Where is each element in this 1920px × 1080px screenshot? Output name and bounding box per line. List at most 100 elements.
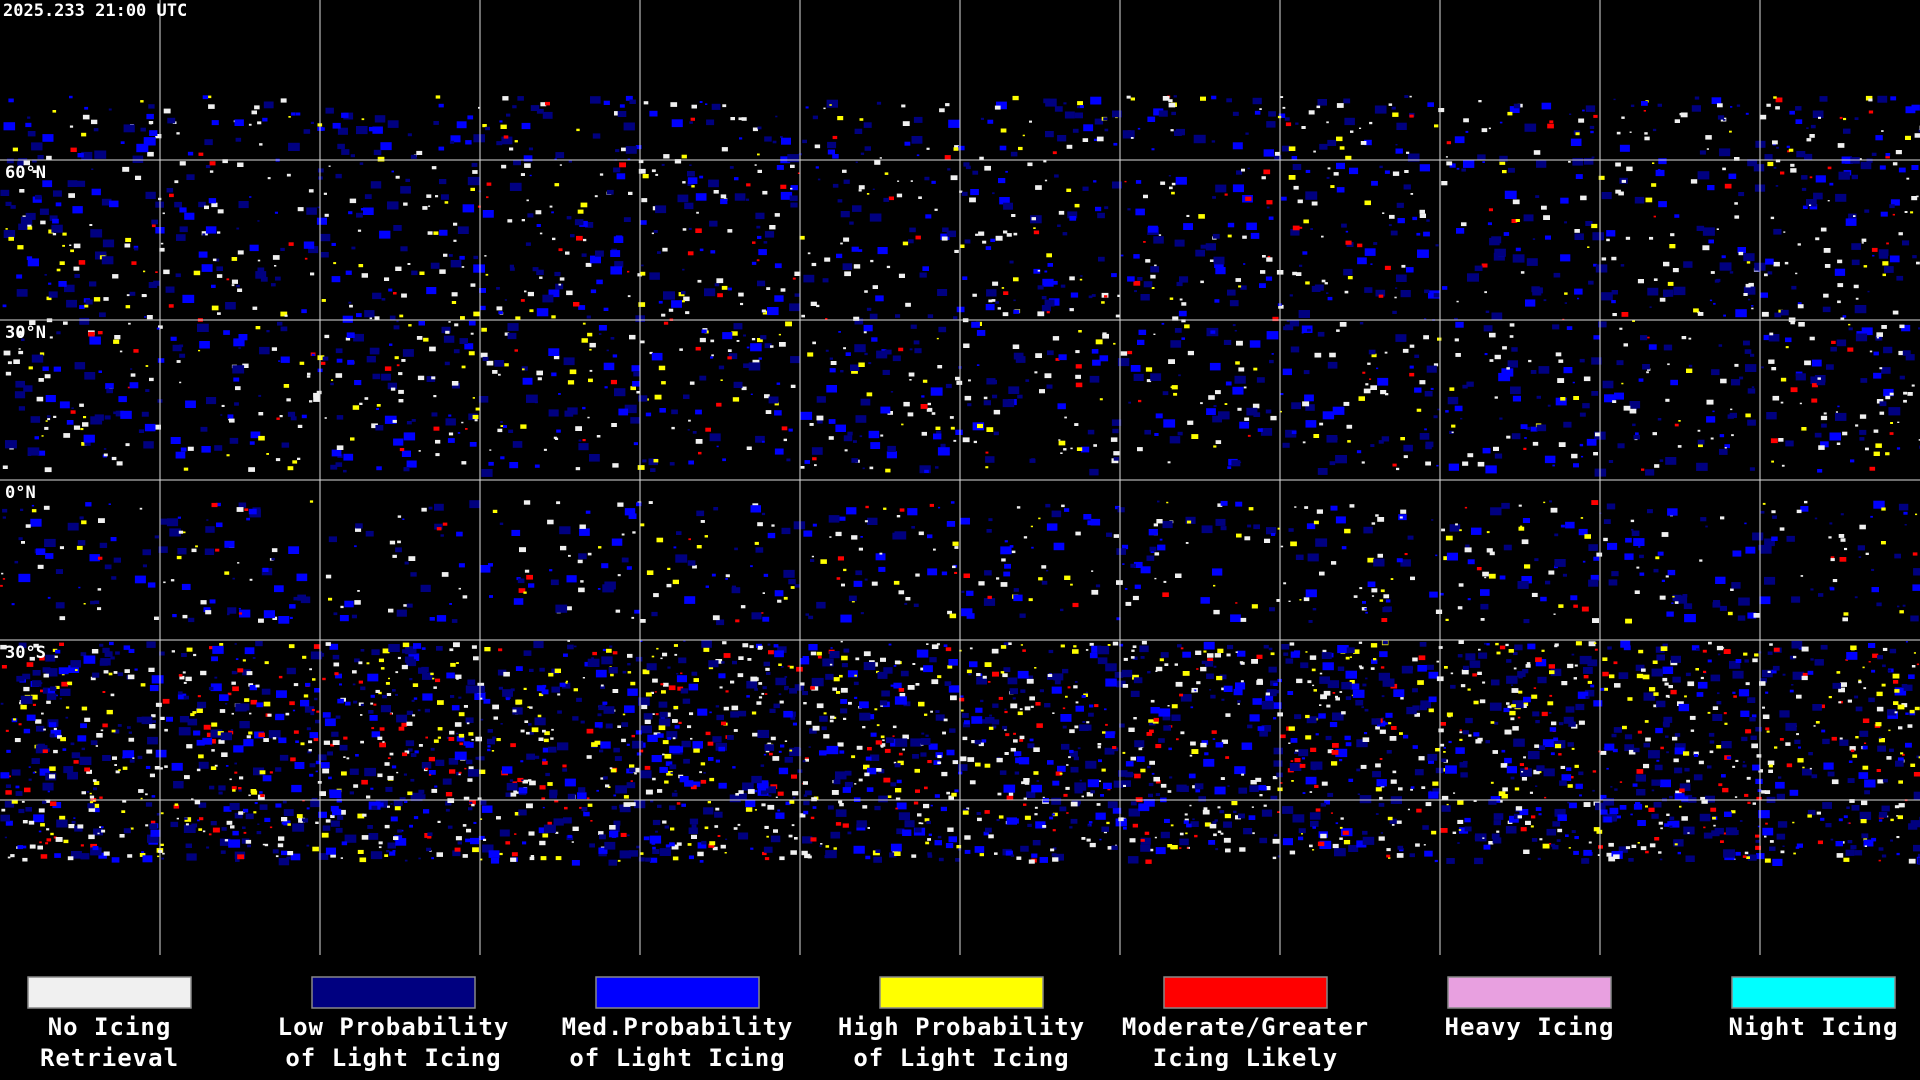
icing-pixel [205,526,215,533]
icing-pixel [678,657,687,664]
icing-pixel [1521,539,1529,545]
icing-pixel [1148,225,1158,233]
icing-pixel [509,182,522,191]
icing-pixel [339,744,348,751]
icing-pixel [1339,837,1343,840]
icing-pixel [45,395,56,403]
icing-pixel [1844,547,1848,551]
icing-pixel [1590,684,1595,688]
icing-pixel [62,244,65,247]
icing-pixel [410,753,417,757]
icing-pixel [973,440,977,444]
icing-pixel [1143,241,1146,243]
icing-pixel [1625,537,1632,543]
icing-pixel [355,527,362,532]
icing-pixel [898,590,905,595]
icing-pixel [288,142,300,151]
icing-pixel [122,750,135,759]
icing-pixel [1168,99,1173,103]
icing-pixel [964,835,971,840]
icing-pixel [712,846,718,851]
icing-pixel [964,395,972,401]
icing-pixel [1494,453,1503,459]
icing-pixel [1810,376,1822,384]
icing-pixel [893,682,902,689]
icing-pixel [1602,657,1608,661]
icing-pixel [1167,461,1171,464]
icing-pixel [878,566,886,572]
icing-pixel [90,600,95,605]
icing-pixel [129,291,136,296]
icing-pixel [784,676,788,678]
icing-pixel [1815,237,1820,241]
icing-pixel [258,618,264,623]
icing-pixel [530,855,535,858]
icing-pixel [1247,524,1252,528]
icing-pixel [1267,255,1271,258]
icing-pixel [332,654,340,660]
icing-pixel [1680,112,1688,118]
icing-pixel [662,753,665,756]
icing-pixel [994,105,1001,110]
icing-pixel [1780,401,1784,404]
icing-pixel [1667,363,1670,366]
icing-pixel [943,718,948,722]
icing-pixel [1211,95,1217,100]
icing-pixel [8,98,14,103]
icing-pixel [770,835,781,843]
icing-pixel [567,834,572,838]
icing-pixel [98,556,103,560]
icing-pixel [214,676,218,679]
icing-pixel [97,331,103,335]
icing-pixel [1592,618,1599,623]
icing-pixel [407,263,411,265]
icing-pixel [1104,206,1109,210]
icing-pixel [621,557,629,563]
icing-pixel [790,187,793,190]
icing-pixel [435,678,441,683]
icing-pixel [649,110,658,117]
icing-pixel [1207,658,1214,663]
icing-pixel [1888,407,1901,416]
icing-pixel [445,801,452,806]
icing-pixel [1327,296,1333,301]
icing-pixel [1312,849,1315,851]
icing-pixel [563,653,568,657]
icing-pixel [642,459,647,463]
icing-pixel [1198,796,1206,802]
icing-pixel [1675,595,1688,604]
icing-pixel [1637,842,1640,844]
icing-pixel [955,429,963,435]
icing-pixel [437,820,441,823]
icing-pixel [71,407,74,409]
icing-pixel [1683,603,1693,610]
icing-pixel [335,373,343,378]
icing-pixel [1898,726,1903,730]
icing-pixel [659,848,671,856]
icing-pixel [317,168,324,173]
icing-pixel [221,752,228,757]
icing-pixel [1019,739,1024,742]
icing-pixel [659,408,666,413]
icing-pixel [943,644,948,647]
icing-pixel [1270,652,1275,656]
icing-pixel [187,718,198,726]
icing-pixel [855,570,863,576]
icing-pixel [1638,546,1641,548]
icing-pixel [1706,148,1709,150]
icing-pixel [124,243,131,248]
icing-pixel [439,269,446,274]
icing-pixel [934,840,942,846]
icing-pixel [1535,659,1547,667]
icing-pixel [1041,296,1047,300]
icing-pixel [1066,144,1073,149]
icing-pixel [910,324,917,329]
icing-pixel [1875,443,1882,448]
icing-pixel [737,823,741,826]
icing-pixel [866,307,872,311]
icing-pixel [602,584,614,593]
icing-pixel [55,602,65,609]
icing-pixel [79,305,85,309]
icing-pixel [456,662,459,664]
icing-pixel [1292,271,1297,276]
